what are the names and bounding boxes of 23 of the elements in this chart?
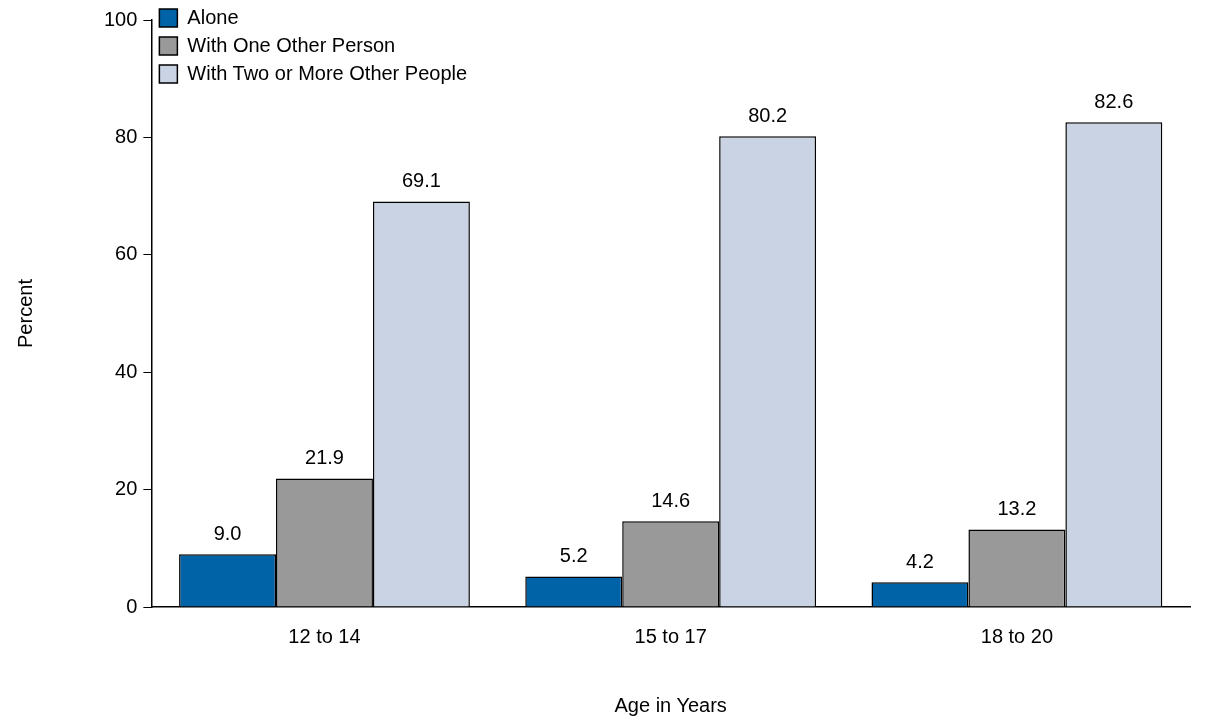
x-tick-label: 18 to 20	[980, 624, 1054, 647]
data-label: 69.1	[401, 168, 441, 191]
y-tick-label: 20	[115, 477, 138, 500]
data-label: 14.6	[651, 488, 691, 511]
legend-label: With Two or More Other People	[187, 61, 468, 84]
data-label: 80.2	[748, 103, 788, 126]
y-tick-label: 100	[103, 7, 138, 30]
y-axis-title: Percent	[13, 278, 36, 348]
y-tick-label: 40	[115, 359, 138, 382]
data-label: 82.6	[1094, 89, 1134, 112]
y-tick-label: 60	[115, 242, 138, 265]
x-tick-label: 15 to 17	[634, 624, 707, 647]
data-label: 5.2	[559, 543, 588, 566]
data-label: 9.0	[213, 521, 242, 544]
data-label: 21.9	[305, 445, 344, 468]
x-axis-title: Age in Years	[614, 693, 727, 716]
y-tick-label: 80	[115, 124, 138, 147]
x-tick-label: 12 to 14	[288, 624, 361, 647]
y-tick-label: 0	[126, 594, 138, 617]
data-label: 13.2	[997, 497, 1037, 520]
data-label: 4.2	[906, 549, 934, 572]
legend-label: Alone	[187, 5, 239, 28]
legend-label: With One Other Person	[187, 33, 396, 56]
